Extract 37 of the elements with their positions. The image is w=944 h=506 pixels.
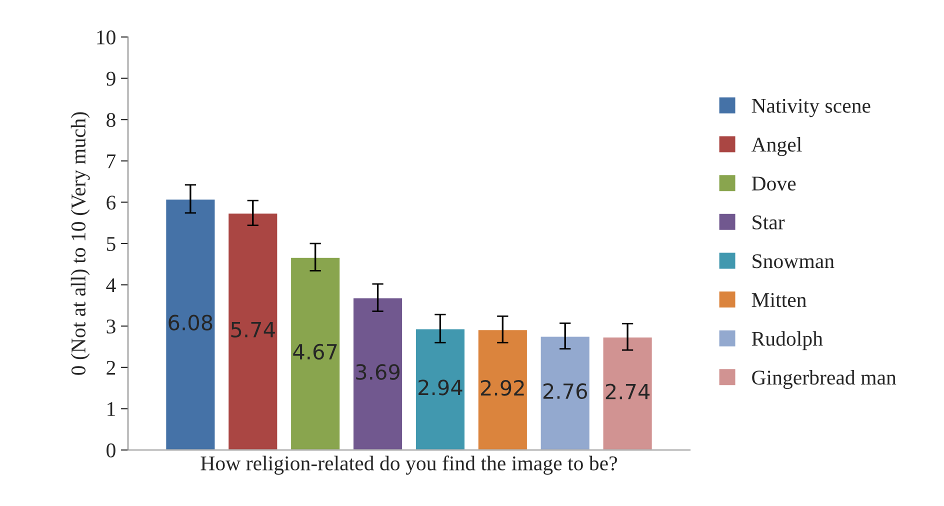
bar	[352, 296, 404, 450]
legend-label: Dove	[752, 176, 796, 191]
bar	[164, 198, 216, 450]
legend-label: Nativity scene	[752, 98, 870, 118]
data-label: 2.76	[543, 383, 587, 400]
legend-label: Mitten	[752, 293, 806, 308]
data-label: 3.69	[356, 364, 400, 380]
bar	[414, 328, 466, 450]
x-axis-title: How religion-related do you find the image to be?	[200, 456, 617, 475]
bar	[290, 256, 342, 450]
data-label: 5.74	[231, 322, 275, 338]
data-label: 2.74	[606, 384, 650, 400]
y-tick-label: 3	[106, 320, 116, 334]
legend-label: Angel	[751, 137, 802, 156]
y-tick-label: 6	[106, 196, 116, 210]
y-tick-label: 2	[106, 360, 116, 375]
bar	[539, 335, 591, 450]
y-tick-label: 9	[106, 72, 116, 86]
data-label: 2.92	[481, 380, 524, 396]
legend-label: Snowman	[752, 254, 834, 268]
bar	[602, 336, 654, 450]
y-tick-label: 8	[106, 112, 116, 128]
y-tick-label: 7	[107, 154, 116, 168]
y-tick-label: 5	[106, 237, 116, 251]
data-label: 4.67	[293, 344, 337, 360]
y-tick-label: 0	[106, 443, 116, 458]
legend-label: Gingerbread man	[752, 370, 896, 389]
y-tick-label: 1	[108, 402, 115, 416]
legend-label: Rudolph	[752, 331, 823, 350]
bar	[476, 328, 528, 450]
data-label: 2.94	[418, 380, 462, 396]
y-tick-label: 4	[106, 278, 116, 292]
y-axis-title: 0 (Not at all) to 10 (Very much)	[70, 112, 90, 375]
legend-label: Star	[752, 215, 785, 230]
bar	[227, 212, 279, 450]
y-tick-label: 10	[97, 30, 116, 44]
data-label: 6.08	[168, 314, 212, 330]
